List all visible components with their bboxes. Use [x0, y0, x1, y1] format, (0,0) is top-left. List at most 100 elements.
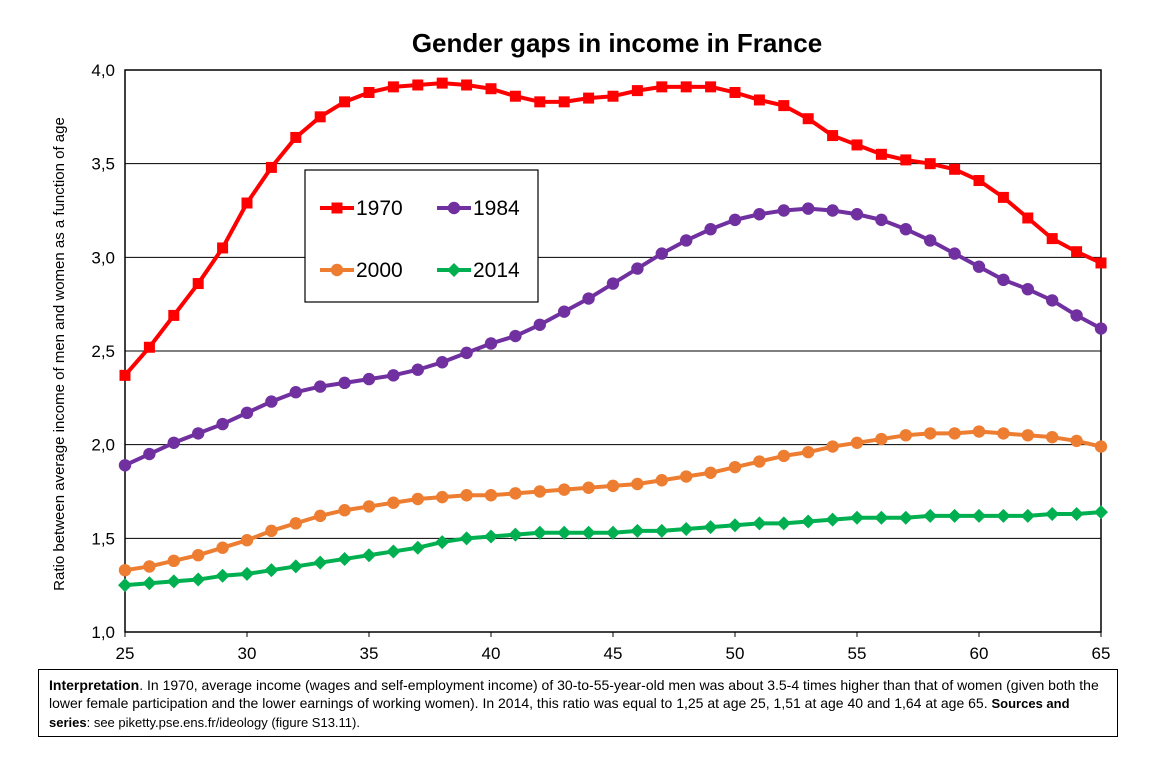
data-point-1970: [558, 96, 570, 108]
data-point-2014: [947, 508, 962, 523]
data-point-1970: [680, 81, 692, 93]
data-point-1984: [997, 273, 1010, 287]
data-point-1970: [387, 81, 399, 93]
data-point-2014: [166, 574, 181, 589]
data-point-1970: [875, 148, 887, 160]
data-point-1984: [362, 372, 376, 386]
data-point-2000: [484, 489, 498, 502]
data-point-2014: [728, 518, 742, 533]
x-tick-label: 65: [1092, 644, 1111, 663]
x-tick-label: 25: [116, 644, 135, 663]
data-point-1984: [240, 406, 254, 420]
data-point-2014: [752, 516, 767, 531]
data-point-2000: [924, 427, 937, 440]
data-point-2000: [192, 548, 205, 562]
data-point-1970: [461, 79, 473, 91]
data-point-1984: [631, 262, 644, 275]
chart: Gender gaps in income in France Ratio be…: [51, 28, 1111, 663]
gridlines: [125, 69, 1101, 633]
data-point-1984: [753, 208, 766, 221]
data-point-1970: [290, 131, 302, 143]
series-line-1984: [124, 206, 1102, 468]
data-point-1984: [460, 346, 473, 360]
data-point-1984: [802, 202, 815, 215]
x-tick-label: 45: [604, 644, 623, 663]
x-tick-label: 40: [482, 644, 501, 663]
data-point-2000: [1021, 429, 1034, 442]
y-tick-label: 2,0: [91, 436, 115, 455]
data-point-1970: [509, 90, 521, 102]
data-point-1984: [680, 234, 693, 247]
legend: 1970 1984 2000 2014: [304, 169, 539, 303]
x-tick-label: 60: [970, 644, 989, 663]
y-tick-label: 3,5: [91, 155, 115, 174]
data-point-1984: [387, 369, 400, 382]
data-point-1970: [778, 100, 790, 112]
data-point-1984: [1094, 322, 1108, 335]
data-point-1984: [655, 247, 668, 260]
data-point-2000: [631, 477, 644, 491]
data-point-1984: [265, 395, 278, 408]
legend-item-2014: 2014: [437, 259, 520, 282]
data-point-2014: [923, 508, 938, 523]
data-point-1984: [167, 436, 180, 449]
legend-label: 2014: [473, 259, 520, 282]
data-point-2014: [240, 566, 254, 581]
data-point-2014: [435, 535, 450, 550]
data-point-2014: [362, 548, 376, 563]
y-tick-label: 4,0: [91, 61, 115, 80]
data-point-2014: [1094, 505, 1108, 520]
data-point-1984: [850, 208, 864, 221]
data-point-1970: [900, 154, 912, 166]
data-point-2014: [484, 529, 498, 544]
data-point-2014: [801, 514, 816, 529]
interpretation-label: Interpretation: [49, 677, 140, 693]
data-point-2000: [533, 485, 546, 498]
data-point-1984: [972, 260, 986, 273]
data-point-1984: [1021, 282, 1034, 296]
legend-box: [304, 169, 539, 303]
data-point-1970: [656, 81, 668, 93]
data-point-1970: [705, 81, 717, 93]
data-point-1984: [484, 337, 498, 350]
legend-label: 1970: [356, 197, 403, 220]
data-point-2000: [216, 541, 229, 554]
data-point-2000: [509, 487, 522, 500]
data-point-1984: [948, 247, 961, 260]
data-point-1970: [217, 242, 229, 254]
data-point-2000: [606, 479, 620, 493]
data-point-2014: [996, 508, 1011, 523]
data-point-2000: [802, 445, 815, 459]
data-point-1970: [1022, 212, 1034, 224]
legend-marker: [331, 202, 343, 214]
data-point-1984: [704, 223, 717, 236]
data-point-1970: [265, 161, 277, 173]
x-axis: 25 30 35 40 45 50 55 60 65: [116, 632, 1111, 663]
legend-label: 1984: [473, 197, 520, 220]
data-point-2014: [459, 531, 474, 546]
y-tick-label: 2,5: [91, 342, 115, 361]
data-point-2014: [850, 510, 864, 525]
data-point-2000: [460, 489, 473, 502]
data-point-2000: [704, 466, 717, 479]
data-point-2014: [1020, 508, 1035, 523]
data-point-1984: [289, 386, 302, 399]
data-point-2000: [167, 554, 180, 568]
data-point-1970: [1071, 246, 1083, 258]
series-1970: [119, 77, 1107, 381]
data-point-1970: [192, 278, 204, 290]
data-point-2000: [753, 455, 766, 468]
data-point-1970: [119, 369, 131, 381]
data-point-2000: [582, 481, 595, 494]
data-point-1970: [168, 309, 180, 321]
data-point-2000: [436, 490, 449, 504]
data-point-1984: [582, 292, 595, 305]
data-point-2014: [410, 540, 425, 555]
data-point-2000: [558, 483, 571, 496]
data-point-1984: [411, 363, 424, 376]
y-axis-label: Ratio between average income of men and …: [51, 117, 68, 591]
data-point-1984: [875, 213, 888, 227]
interpretation-note: Interpretation. In 1970, average income …: [38, 669, 1118, 737]
data-point-2000: [338, 504, 351, 517]
interpretation-text: . In 1970, average income (wages and sel…: [49, 677, 1099, 711]
